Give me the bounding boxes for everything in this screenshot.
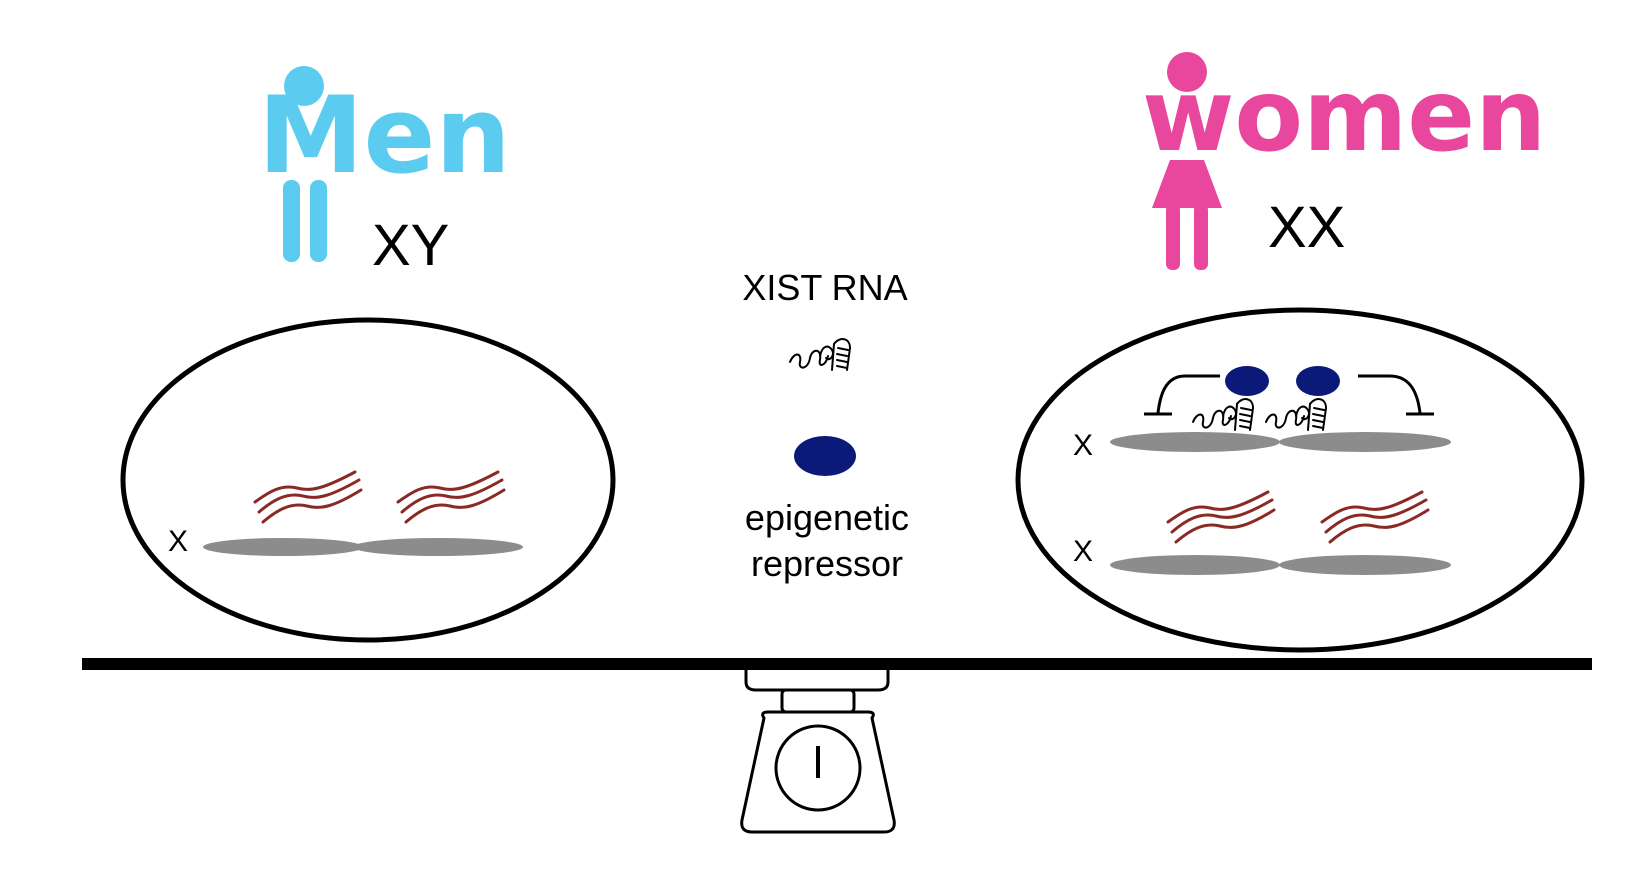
men-transcript-1 <box>253 470 363 524</box>
xist-rna-label: XIST RNA <box>742 267 907 308</box>
bound-xist-rna-1 <box>1192 398 1254 431</box>
men-x-chromosome-label: X <box>168 525 188 558</box>
men-group: Men XY X <box>120 66 616 643</box>
women-transcript-1 <box>1166 490 1276 544</box>
silencing-arrow-right <box>1358 374 1434 416</box>
women-inactive-x-chromosome <box>1110 432 1451 452</box>
men-genotype-label: XY <box>372 213 449 278</box>
man-figure-icon <box>283 66 327 262</box>
women-title: women <box>1142 57 1546 174</box>
women-x-chromosome-label-2: X <box>1073 535 1093 568</box>
women-group: women XX X X <box>1015 52 1585 653</box>
women-transcript-2 <box>1320 490 1430 544</box>
men-title: Men <box>258 74 511 197</box>
bound-xist-rna-2 <box>1265 398 1327 431</box>
legend: XIST RNA epigenetic repressor <box>742 267 909 584</box>
kitchen-scale-icon <box>82 658 1592 834</box>
women-genotype-label: XX <box>1268 195 1345 260</box>
epigenetic-repressor-icon <box>794 436 856 476</box>
women-cell <box>1015 307 1585 653</box>
bound-repressor-2 <box>1296 366 1340 396</box>
rna-strand-icon <box>789 338 851 371</box>
women-active-x-chromosome <box>1110 555 1451 575</box>
men-cell <box>120 317 616 643</box>
silencing-arrow-left <box>1144 374 1220 416</box>
repressor-label-line1: epigenetic <box>745 497 909 538</box>
repressor-label-line2: repressor <box>751 543 903 584</box>
men-transcript-2 <box>396 470 506 524</box>
bound-repressor-1 <box>1225 366 1269 396</box>
woman-figure-icon <box>1152 52 1222 270</box>
women-x-chromosome-label-1: X <box>1073 429 1093 462</box>
men-x-chromosome <box>203 538 523 556</box>
